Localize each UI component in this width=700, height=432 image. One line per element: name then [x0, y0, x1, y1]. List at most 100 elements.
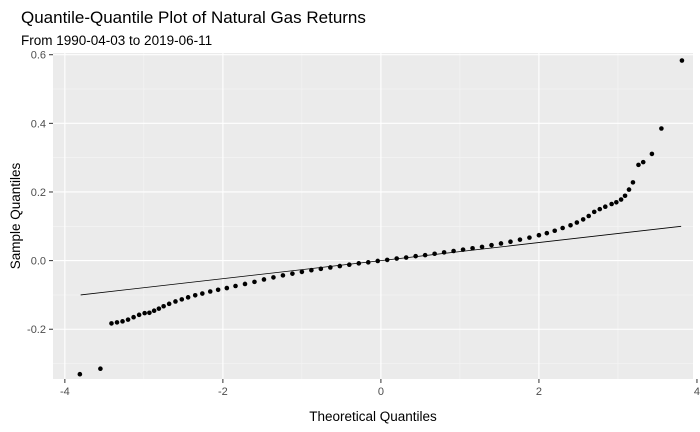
chart-title: Quantile-Quantile Plot of Natural Gas Re…	[21, 8, 366, 27]
x-tick-label: -2	[218, 386, 228, 398]
x-axis-title: Theoretical Quantiles	[309, 409, 437, 424]
data-point	[609, 201, 614, 207]
data-point	[147, 310, 152, 316]
data-point	[441, 250, 447, 255]
data-point	[114, 320, 120, 325]
y-axis-title: Sample Quantiles	[8, 162, 23, 269]
data-point	[618, 197, 624, 202]
data-point	[432, 251, 437, 257]
plot-panel	[53, 53, 693, 379]
data-point	[451, 248, 456, 254]
data-point	[142, 310, 147, 316]
y-tick-label: 0.6	[31, 50, 46, 62]
data-point	[626, 187, 632, 192]
data-point	[318, 266, 324, 272]
data-point	[384, 257, 390, 263]
chart-subtitle: From 1990-04-03 to 2019-06-11	[21, 33, 212, 48]
data-point	[215, 287, 221, 293]
data-point	[659, 126, 664, 131]
data-point	[568, 222, 573, 228]
x-tick-label: 2	[536, 386, 542, 398]
y-tick-label: 0.4	[31, 118, 46, 130]
data-point	[192, 292, 198, 298]
data-point	[290, 271, 295, 276]
data-point	[173, 299, 178, 304]
data-point	[649, 151, 655, 157]
data-point	[622, 193, 628, 199]
data-point	[207, 289, 213, 294]
data-point	[166, 301, 172, 307]
axis-ticks	[49, 54, 698, 383]
data-point	[242, 281, 248, 287]
data-point	[679, 58, 685, 63]
data-point	[394, 256, 400, 261]
data-point	[586, 213, 592, 219]
data-point	[413, 253, 418, 259]
data-point	[602, 204, 608, 210]
data-point	[77, 371, 83, 377]
data-point	[536, 232, 542, 238]
data-point	[156, 306, 162, 311]
y-tick-label: 0.0	[31, 256, 46, 268]
data-point	[422, 252, 428, 258]
data-point	[527, 235, 532, 240]
y-tick-label: -0.2	[27, 324, 46, 336]
data-point	[403, 255, 409, 260]
data-point	[470, 245, 475, 251]
data-points	[77, 58, 685, 377]
data-point	[552, 228, 558, 234]
data-point	[136, 312, 142, 318]
data-point	[508, 239, 513, 245]
reference-line	[80, 225, 682, 296]
data-point	[460, 247, 466, 252]
data-point	[375, 258, 381, 264]
data-point	[479, 244, 485, 250]
data-point	[271, 275, 276, 280]
data-point	[337, 263, 343, 269]
data-point	[280, 273, 286, 278]
data-point	[356, 261, 362, 266]
data-point	[498, 241, 504, 246]
reference-line-layer	[80, 225, 682, 296]
y-tick-labels: -0.2 0.0 0.2 0.4 0.6	[27, 50, 46, 337]
data-point	[346, 262, 352, 268]
data-point	[252, 279, 257, 285]
x-tick-label: 4	[694, 386, 700, 398]
data-point	[597, 206, 603, 212]
data-point	[224, 285, 230, 291]
data-point	[185, 295, 191, 300]
data-point	[125, 317, 131, 322]
x-tick-labels: -4 -2 0 2 4	[60, 386, 700, 398]
data-point	[640, 159, 646, 165]
data-point	[630, 180, 636, 185]
data-point	[636, 162, 641, 168]
x-tick-label: -4	[60, 386, 70, 398]
data-point	[120, 319, 125, 324]
data-point	[309, 267, 314, 273]
x-tick-label: 0	[378, 386, 384, 398]
data-point	[489, 242, 494, 248]
data-point	[98, 366, 103, 372]
data-point	[517, 237, 523, 242]
data-point	[614, 199, 619, 205]
minor-gridlines	[53, 53, 693, 379]
data-point	[574, 220, 580, 225]
data-point	[200, 291, 205, 296]
data-point	[161, 303, 166, 309]
data-point	[109, 321, 114, 326]
data-point	[591, 209, 597, 215]
data-point	[131, 314, 136, 320]
data-point	[560, 225, 565, 231]
data-point	[544, 230, 550, 236]
data-point	[580, 217, 586, 222]
data-point	[179, 297, 185, 302]
data-point	[151, 308, 157, 314]
data-point	[328, 265, 333, 270]
major-gridlines	[53, 53, 698, 379]
y-tick-label: 0.2	[31, 187, 46, 199]
data-point	[261, 277, 267, 282]
data-point	[299, 269, 305, 275]
data-point	[365, 260, 371, 265]
data-point	[233, 283, 238, 289]
